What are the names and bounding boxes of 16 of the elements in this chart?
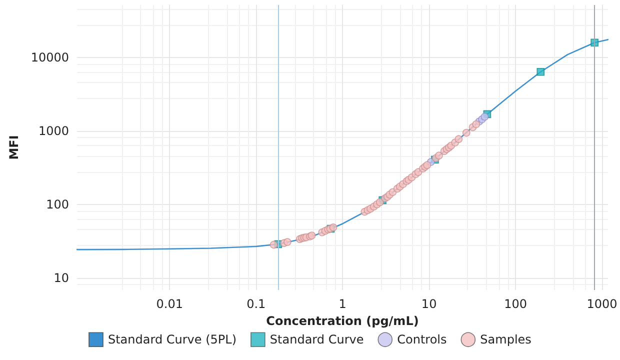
y-axis-title: MFI: [7, 135, 21, 160]
x-axis-title: Concentration (pg/mL): [266, 314, 419, 328]
legend-label: Controls: [397, 332, 447, 347]
y-tick-label: 100: [46, 198, 70, 212]
x-tick-label: 0.1: [246, 297, 266, 311]
x-tick-label: 0.01: [156, 297, 184, 311]
legend-label: Samples: [480, 332, 532, 347]
y-tick-label: 1000: [38, 124, 70, 138]
x-tick-label: 100: [504, 297, 527, 311]
x-tick-label: 10: [421, 297, 437, 311]
legend-label: Standard Curve: [270, 332, 364, 347]
y-tick-label: 10000: [30, 50, 70, 65]
legend-label: Standard Curve (5PL): [108, 332, 237, 347]
y-tick-label: 10: [54, 271, 70, 286]
x-tick-label: 1000: [586, 297, 618, 311]
x-tick-label: 1: [338, 297, 346, 311]
